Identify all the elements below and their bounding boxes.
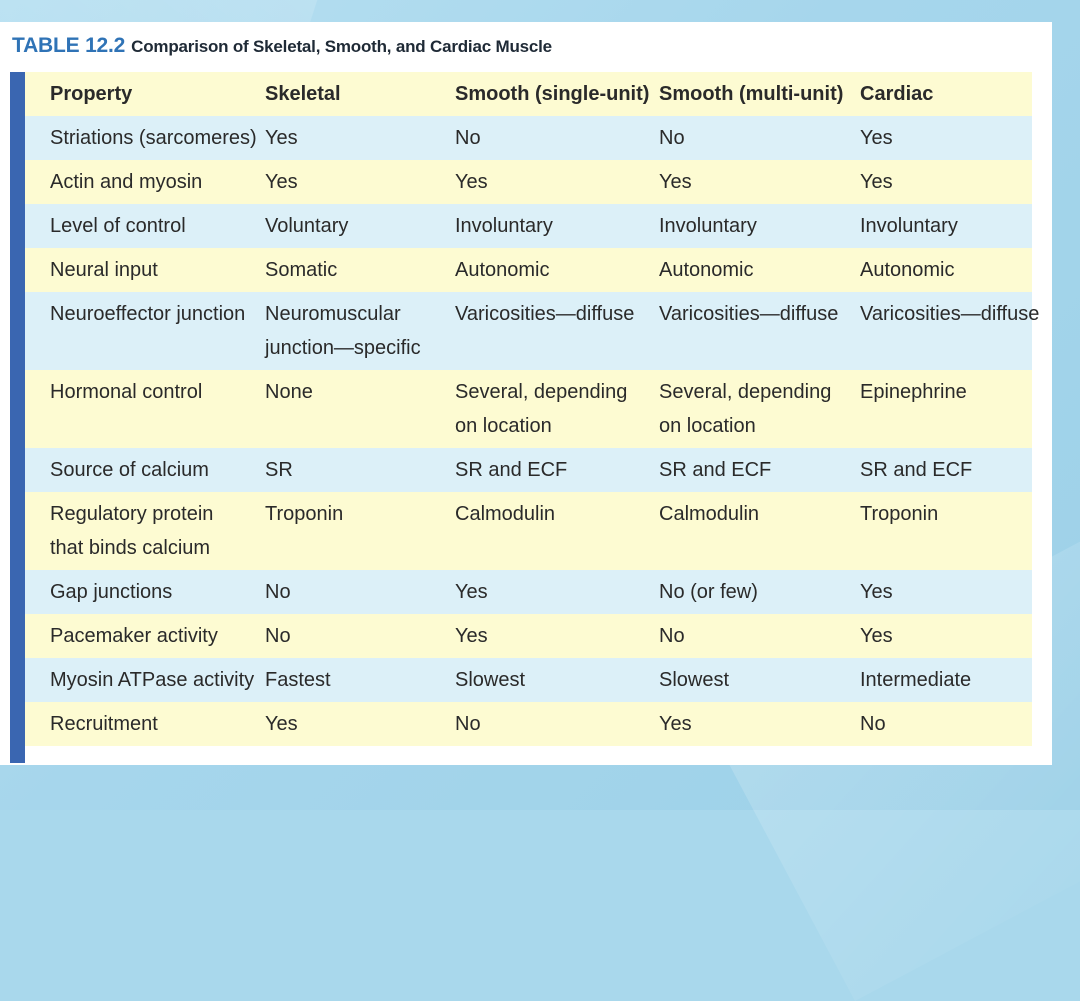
- table-cell: Autonomic: [455, 259, 550, 281]
- table-cell: Yes: [265, 127, 298, 149]
- table-cell: Fastest: [265, 669, 331, 691]
- table-cell: SR and ECF: [860, 459, 973, 481]
- table-row: Recruitment Yes No Yes No: [25, 702, 1032, 746]
- table-cell: Gap junctions: [50, 581, 173, 603]
- table-header-row: Property Skeletal Smooth (single-unit) S…: [25, 72, 1032, 116]
- accent-bar: [10, 72, 25, 763]
- table-label: TABLE 12.2: [12, 34, 126, 57]
- table-row: Gap junctions No Yes No (or few) Yes: [25, 570, 1032, 614]
- table-cell: Somatic: [265, 259, 338, 281]
- table-cell: Involuntary: [659, 215, 757, 237]
- table-cell: Varicosities—diffuse: [455, 303, 635, 325]
- table-cell: Yes: [659, 713, 692, 735]
- table-cell: No (or few): [659, 581, 758, 603]
- table-cell: Yes: [860, 127, 893, 149]
- table-cell: SR and ECF: [455, 459, 568, 481]
- table-cell: No: [659, 127, 685, 149]
- table-cell: SR and ECF: [659, 459, 772, 481]
- table-row: Regulatory protein that binds calcium Tr…: [25, 492, 1032, 570]
- table-cell: Involuntary: [455, 215, 553, 237]
- table-cell: Troponin: [265, 503, 344, 525]
- table-cell: Several, depending on location: [659, 381, 832, 437]
- table-cell: No: [265, 625, 291, 647]
- table-row: Hormonal control None Several, depending…: [25, 370, 1032, 448]
- table-cell: Autonomic: [860, 259, 955, 281]
- table-cell: Calmodulin: [455, 503, 556, 525]
- table-cell: No: [455, 713, 481, 735]
- header-cardiac: Cardiac: [860, 83, 934, 105]
- table-cell: Yes: [455, 581, 488, 603]
- table-cell: Varicosities—diffuse: [659, 303, 839, 325]
- table-cell: Several, depending on location: [455, 381, 628, 437]
- table-row: Neuroeffector junction Neuromuscular jun…: [25, 292, 1040, 370]
- header-smooth-single-unit: Smooth (single-unit): [455, 83, 650, 105]
- table-row: Neural input Somatic Autonomic Autonomic…: [25, 248, 1032, 292]
- header-property: Property: [50, 83, 133, 105]
- table-cell: Voluntary: [265, 215, 349, 237]
- table-cell: Yes: [265, 713, 298, 735]
- table-cell: Yes: [860, 625, 893, 647]
- table-cell: Myosin ATPase activity: [50, 669, 255, 691]
- table-cell: Yes: [455, 625, 488, 647]
- table-cell: Calmodulin: [659, 503, 760, 525]
- table-cell: Pacemaker activity: [50, 625, 218, 647]
- header-skeletal: Skeletal: [265, 83, 341, 105]
- slide-panel: [0, 22, 1052, 765]
- table-cell: Autonomic: [659, 259, 754, 281]
- table-cell: No: [455, 127, 481, 149]
- table-cell: Neuroeffector junction: [50, 303, 246, 325]
- table-cell: Slowest: [659, 669, 730, 691]
- table-row: Actin and myosin Yes Yes Yes Yes: [25, 160, 1032, 204]
- table-cell: Actin and myosin: [50, 171, 203, 193]
- table-row: Source of calcium SR SR and ECF SR and E…: [25, 448, 1032, 492]
- table-cell: No: [860, 713, 886, 735]
- table-cell: Yes: [860, 581, 893, 603]
- table-cell: Slowest: [455, 669, 526, 691]
- table-cell: Yes: [455, 171, 488, 193]
- table-cell: Regulatory protein that binds calcium: [50, 503, 214, 559]
- table-cell: Striations (sarcomeres): [50, 127, 257, 149]
- table-cell: Neural input: [50, 259, 158, 281]
- table-cell: Level of control: [50, 215, 186, 237]
- table-cell: Source of calcium: [50, 459, 209, 481]
- table-row: Myosin ATPase activity Fastest Slowest S…: [25, 658, 1032, 702]
- table-cell: Intermediate: [860, 669, 972, 691]
- table-cell: Yes: [265, 171, 298, 193]
- table-cell: Yes: [860, 171, 893, 193]
- table-cell: Epinephrine: [860, 381, 967, 403]
- table-caption: Comparison of Skeletal, Smooth, and Card…: [131, 37, 552, 56]
- table-cell: Hormonal control: [50, 381, 203, 403]
- table-row: Striations (sarcomeres) Yes No No Yes: [25, 116, 1032, 160]
- table-cell: Recruitment: [50, 713, 158, 735]
- table-cell: None: [265, 381, 313, 403]
- table-cell: No: [265, 581, 291, 603]
- table-cell: Troponin: [860, 503, 939, 525]
- table-row: Pacemaker activity No Yes No Yes: [25, 614, 1032, 658]
- table-title: TABLE 12.2 Comparison of Skeletal, Smooth…: [12, 34, 552, 58]
- table-cell: No: [659, 625, 685, 647]
- table-cell: SR: [265, 459, 293, 481]
- comparison-table: Property Skeletal Smooth (single-unit) S…: [25, 72, 1040, 746]
- table-cell: Neuromuscular junction—specific: [265, 303, 421, 359]
- table-cell: Involuntary: [860, 215, 958, 237]
- table-cell: Varicosities—diffuse: [860, 303, 1040, 325]
- table-cell: Yes: [659, 171, 692, 193]
- header-smooth-multi-unit: Smooth (multi-unit): [659, 83, 844, 105]
- table-row: Level of control Voluntary Involuntary I…: [25, 204, 1032, 248]
